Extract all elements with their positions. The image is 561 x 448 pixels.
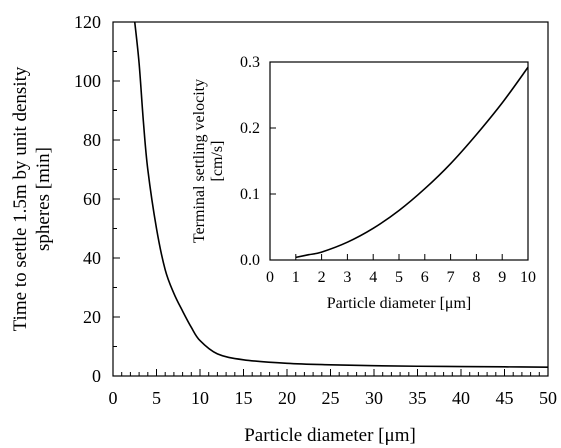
x-tick-label: 8	[472, 269, 480, 286]
x-tick-label: 5	[152, 388, 161, 408]
inset-plot-frame	[269, 61, 529, 261]
inset-series-group	[295, 66, 529, 259]
y-tick-label: 60	[83, 189, 101, 209]
inset-y-axis-label-line1: Terminal settling velocity	[191, 79, 208, 243]
y-tick-label: 20	[83, 307, 101, 327]
x-tick-label: 6	[421, 269, 429, 286]
inset-axis-ticks: 0 1 2 3 4 5 6 7 8 9 100.00.10.20.3	[240, 54, 536, 286]
x-tick-label: 45	[496, 388, 514, 408]
y-tick-label: 0.1	[240, 186, 260, 203]
main-y-axis-label-line1: Time to settle 1.5m by unit density	[10, 66, 31, 331]
x-tick-label: 40	[452, 388, 470, 408]
main-series-group	[133, 21, 549, 368]
x-tick-label: 3	[343, 269, 351, 286]
x-tick-label: 2	[318, 269, 326, 286]
main-x-axis-label: Particle diameter [μm]	[244, 425, 416, 446]
x-tick-label: 35	[409, 388, 427, 408]
y-tick-label: 100	[74, 71, 101, 91]
inset-y-axis-label-line2: [cm/s]	[209, 141, 226, 182]
y-tick-label: 120	[74, 12, 101, 32]
y-tick-label: 0.2	[240, 120, 260, 137]
x-tick-label: 4	[369, 269, 377, 286]
series-line	[133, 21, 549, 368]
x-tick-label: 30	[365, 388, 383, 408]
x-tick-label: 5	[395, 269, 403, 286]
y-tick-label: 80	[83, 130, 101, 150]
x-tick-label: 50	[539, 388, 557, 408]
x-tick-label: 0	[266, 269, 274, 286]
x-tick-label: 10	[520, 269, 536, 286]
y-tick-label: 40	[83, 248, 101, 268]
main-y-axis-label-line2: spheres [min]	[33, 147, 54, 251]
x-tick-label: 25	[322, 388, 340, 408]
x-tick-label: 0	[109, 388, 118, 408]
y-tick-label: 0.3	[240, 54, 260, 71]
x-tick-label: 1	[292, 269, 300, 286]
y-tick-label: 0.0	[240, 252, 260, 269]
y-tick-label: 0	[92, 366, 101, 386]
x-tick-label: 7	[447, 269, 455, 286]
series-line	[295, 66, 529, 259]
x-tick-label: 20	[278, 388, 296, 408]
inset-x-axis-label: Particle diameter [μm]	[327, 295, 472, 312]
x-tick-label: 15	[235, 388, 253, 408]
x-tick-label: 10	[191, 388, 209, 408]
x-tick-label: 9	[498, 269, 506, 286]
